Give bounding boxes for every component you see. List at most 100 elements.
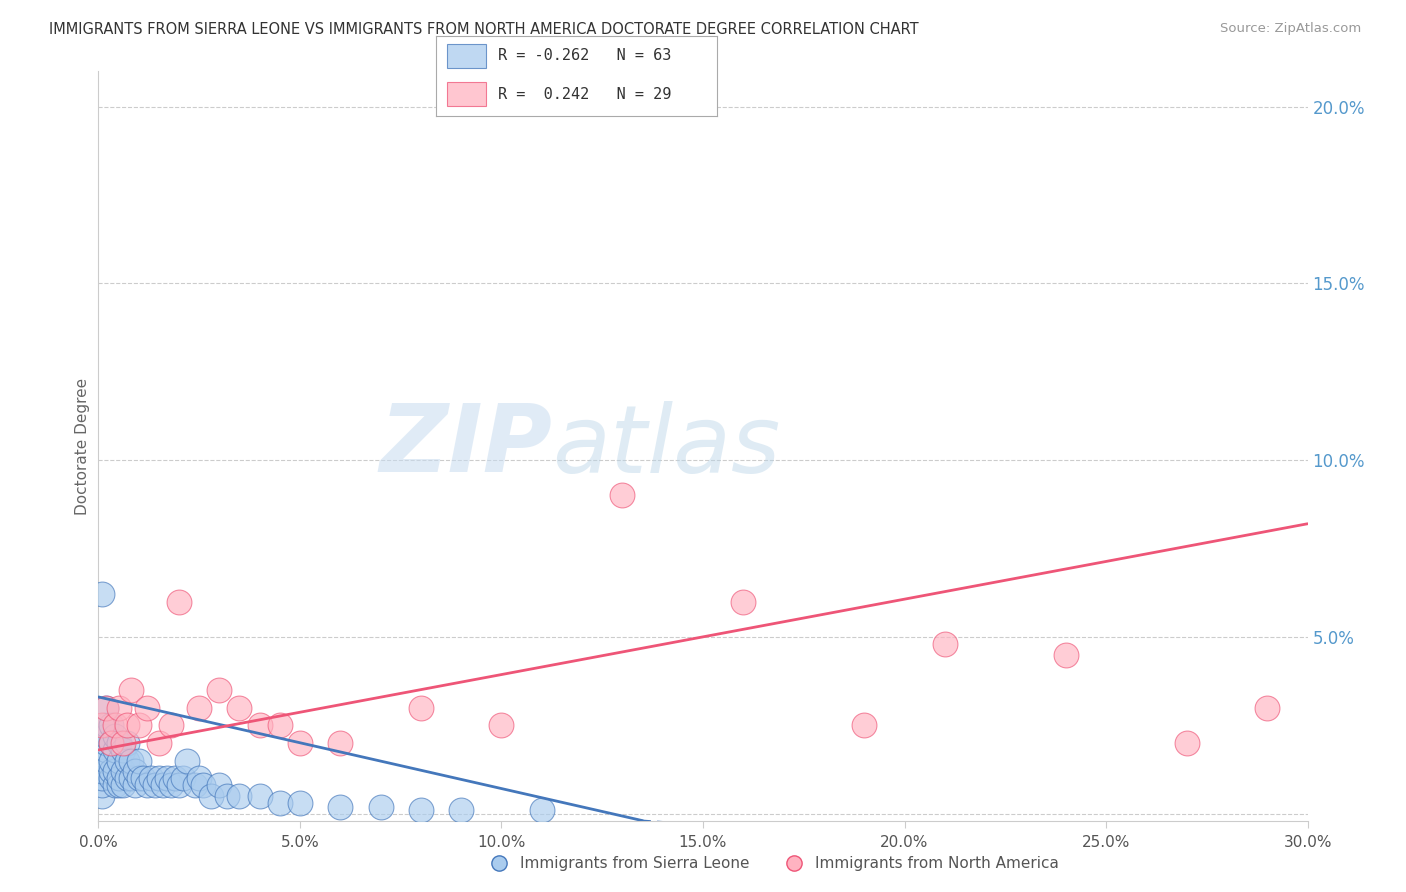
Point [450, 803, 472, 817]
Point [188, 700, 211, 714]
Point [96, 718, 118, 732]
Point [135, 778, 157, 792]
Point [193, 778, 215, 792]
Point [160, 718, 183, 732]
Point [172, 771, 194, 785]
Point [96, 743, 118, 757]
Point [370, 799, 392, 814]
Point [100, 764, 122, 779]
Point [111, 743, 134, 757]
Point [148, 771, 170, 785]
Point [143, 778, 166, 792]
Point [100, 736, 122, 750]
Point [853, 718, 876, 732]
Point [103, 764, 125, 779]
Point [107, 771, 129, 785]
Point [160, 778, 183, 792]
Point [409, 700, 432, 714]
Point [329, 736, 352, 750]
Point [91, 789, 114, 803]
Point [96, 754, 118, 768]
Point [124, 764, 146, 779]
Point [91, 764, 114, 779]
Point [107, 736, 129, 750]
Y-axis label: Doctorate Degree: Doctorate Degree [75, 377, 90, 515]
Point [135, 700, 157, 714]
Point [115, 754, 138, 768]
Point [329, 799, 352, 814]
Point [163, 771, 186, 785]
Point [249, 718, 271, 732]
Point [228, 700, 250, 714]
Point [733, 594, 755, 608]
Point [167, 594, 190, 608]
Point [184, 778, 207, 792]
Point [1256, 700, 1278, 714]
Point [91, 771, 114, 785]
Point [103, 718, 125, 732]
Point [107, 754, 129, 768]
Point [96, 700, 118, 714]
Point [115, 771, 138, 785]
Point [96, 736, 118, 750]
Point [139, 771, 162, 785]
Point [96, 700, 118, 714]
Text: Immigrants from Sierra Leone: Immigrants from Sierra Leone [520, 856, 749, 871]
Text: Source: ZipAtlas.com: Source: ZipAtlas.com [1220, 22, 1361, 36]
Point [120, 771, 142, 785]
Point [128, 754, 150, 768]
Point [132, 771, 155, 785]
Point [128, 718, 150, 732]
Text: Immigrants from North America: Immigrants from North America [815, 856, 1059, 871]
Point [107, 700, 129, 714]
Point [156, 771, 179, 785]
Point [1054, 648, 1077, 662]
Point [124, 778, 146, 792]
Point [934, 637, 956, 651]
Point [249, 789, 271, 803]
Point [176, 754, 198, 768]
Point [208, 778, 231, 792]
Point [111, 764, 134, 779]
Point [111, 736, 134, 750]
Text: IMMIGRANTS FROM SIERRA LEONE VS IMMIGRANTS FROM NORTH AMERICA DOCTORATE DEGREE C: IMMIGRANTS FROM SIERRA LEONE VS IMMIGRAN… [49, 22, 920, 37]
Point [100, 771, 122, 785]
Point [269, 718, 291, 732]
Point [100, 718, 122, 732]
Point [128, 771, 150, 785]
Point [91, 718, 114, 732]
Point [120, 754, 142, 768]
Text: R =  0.242   N = 29: R = 0.242 N = 29 [498, 87, 671, 102]
Point [103, 778, 125, 792]
Bar [447, 44, 486, 68]
Point [91, 778, 114, 792]
Point [612, 488, 634, 502]
Point [115, 718, 138, 732]
Point [288, 736, 311, 750]
Point [228, 789, 250, 803]
Point [91, 587, 114, 601]
Point [530, 803, 553, 817]
Text: R = -0.262   N = 63: R = -0.262 N = 63 [498, 48, 671, 63]
Point [288, 796, 311, 810]
Point [103, 743, 125, 757]
Text: ZIP: ZIP [380, 400, 551, 492]
Point [148, 736, 170, 750]
Point [152, 778, 174, 792]
Point [96, 729, 118, 743]
Point [188, 771, 211, 785]
Point [167, 778, 190, 792]
Point [491, 718, 513, 732]
Point [217, 789, 239, 803]
Point [1175, 736, 1198, 750]
Point [200, 789, 222, 803]
Point [103, 729, 125, 743]
Point [409, 803, 432, 817]
Point [107, 778, 129, 792]
Point [100, 754, 122, 768]
Point [208, 682, 231, 697]
Text: atlas: atlas [551, 401, 780, 491]
Point [115, 736, 138, 750]
Point [120, 682, 142, 697]
Point [100, 736, 122, 750]
